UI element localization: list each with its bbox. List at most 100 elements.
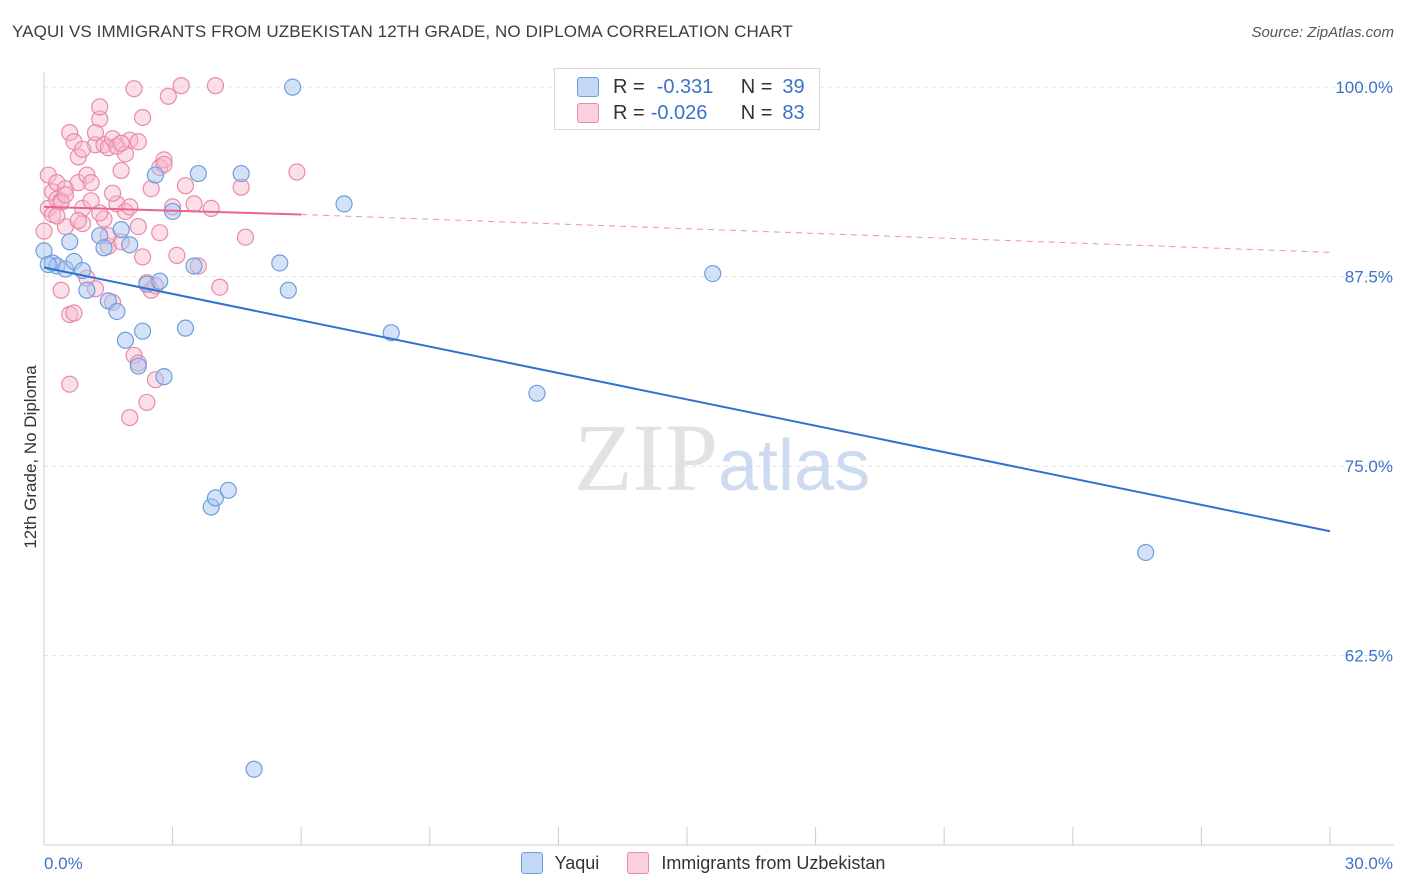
x-tick-label: 30.0% bbox=[1345, 854, 1393, 873]
data-point-uzbekistan bbox=[65, 304, 83, 322]
legend-n-value: 83 bbox=[782, 101, 805, 124]
data-point-uzbekistan bbox=[151, 224, 169, 242]
legend-item-yaqui[interactable]: Yaqui bbox=[520, 852, 600, 874]
data-point-yaqui bbox=[185, 257, 203, 275]
legend-label-yaqui: Yaqui bbox=[554, 852, 600, 873]
stats-legend: R = -0.331 N = 39 R = -0.026 N = 83 bbox=[554, 68, 820, 130]
data-point-uzbekistan bbox=[288, 163, 306, 181]
data-point-uzbekistan bbox=[138, 393, 156, 412]
data-point-uzbekistan bbox=[99, 139, 117, 157]
data-point-uzbekistan bbox=[103, 184, 122, 202]
legend-r-value: -0.331 bbox=[656, 75, 714, 98]
data-point-yaqui bbox=[284, 78, 302, 96]
data-point-yaqui bbox=[271, 254, 289, 272]
data-point-uzbekistan bbox=[91, 204, 109, 222]
data-point-yaqui bbox=[219, 481, 237, 499]
data-point-yaqui bbox=[112, 221, 130, 239]
data-point-yaqui bbox=[146, 166, 165, 184]
data-point-uzbekistan bbox=[112, 134, 130, 152]
legend-swatch-yaqui bbox=[520, 852, 543, 874]
data-point-uzbekistan bbox=[155, 151, 173, 169]
data-point-uzbekistan bbox=[168, 246, 186, 264]
data-point-yaqui bbox=[116, 331, 135, 349]
y-tick-label: 87.5% bbox=[1345, 268, 1393, 287]
series-legend: Yaqui Immigrants from Uzbekistan bbox=[0, 852, 1406, 874]
data-point-yaqui bbox=[206, 489, 225, 507]
data-point-uzbekistan bbox=[121, 408, 139, 427]
data-point-yaqui bbox=[382, 324, 400, 342]
legend-row-yaqui: R = -0.331 N = 39 bbox=[577, 75, 805, 99]
data-point-uzbekistan bbox=[48, 174, 66, 192]
data-point-yaqui bbox=[279, 281, 297, 299]
data-point-yaqui bbox=[176, 319, 195, 337]
data-point-uzbekistan bbox=[172, 77, 190, 95]
data-point-uzbekistan bbox=[69, 211, 87, 230]
legend-n-label: N = bbox=[740, 75, 773, 98]
data-point-yaqui bbox=[155, 368, 173, 386]
legend-swatch-uzbekistan bbox=[627, 852, 650, 874]
data-point-uzbekistan bbox=[116, 145, 135, 163]
data-point-uzbekistan bbox=[133, 108, 152, 127]
data-point-uzbekistan bbox=[133, 248, 152, 266]
data-point-uzbekistan bbox=[185, 195, 203, 213]
data-point-yaqui bbox=[133, 322, 152, 340]
data-point-yaqui bbox=[61, 233, 79, 251]
data-point-yaqui bbox=[78, 281, 96, 299]
data-point-uzbekistan bbox=[121, 198, 139, 216]
data-point-yaqui bbox=[189, 164, 207, 183]
data-point-uzbekistan bbox=[112, 161, 130, 180]
data-point-yaqui bbox=[108, 302, 126, 321]
data-point-uzbekistan bbox=[61, 375, 79, 393]
legend-r-label: R = bbox=[613, 75, 645, 98]
data-point-yaqui bbox=[704, 264, 722, 283]
data-point-uzbekistan bbox=[73, 140, 92, 158]
legend-n-value: 39 bbox=[782, 75, 805, 98]
data-point-yaqui bbox=[95, 239, 113, 257]
y-tick-label: 100.0% bbox=[1335, 78, 1393, 97]
data-point-yaqui bbox=[335, 195, 353, 213]
data-point-uzbekistan bbox=[91, 98, 109, 116]
data-point-yaqui bbox=[528, 384, 546, 402]
legend-label-uzbekistan: Immigrants from Uzbekistan bbox=[661, 852, 886, 873]
data-point-uzbekistan bbox=[35, 222, 53, 240]
x-tick-label: 0.0% bbox=[44, 854, 83, 873]
chart-source: Source: ZipAtlas.com bbox=[1251, 24, 1394, 41]
data-point-yaqui bbox=[1137, 543, 1155, 562]
trendline-uzbekistan-extension bbox=[301, 213, 1331, 253]
legend-swatch-yaqui bbox=[577, 77, 599, 97]
legend-n-label: N = bbox=[740, 101, 773, 124]
watermark-zip: ZIP bbox=[574, 404, 718, 511]
data-point-uzbekistan bbox=[236, 228, 255, 246]
data-point-uzbekistan bbox=[159, 87, 177, 105]
data-point-uzbekistan bbox=[125, 80, 143, 98]
data-point-yaqui bbox=[129, 357, 147, 375]
legend-swatch-uzbekistan bbox=[577, 103, 599, 123]
trendline-uzbekistan bbox=[43, 205, 302, 216]
data-point-uzbekistan bbox=[61, 124, 79, 142]
data-point-yaqui bbox=[151, 272, 169, 290]
data-point-uzbekistan bbox=[129, 133, 147, 151]
data-point-yaqui bbox=[232, 164, 250, 183]
data-point-uzbekistan bbox=[91, 110, 109, 128]
y-tick-label: 75.0% bbox=[1345, 457, 1393, 476]
legend-r-label: R = bbox=[613, 101, 645, 124]
data-point-uzbekistan bbox=[52, 281, 70, 299]
data-point-uzbekistan bbox=[176, 177, 195, 195]
watermark-atlas: atlas bbox=[718, 426, 870, 506]
data-point-yaqui bbox=[245, 760, 263, 778]
legend-item-uzbekistan[interactable]: Immigrants from Uzbekistan bbox=[627, 852, 885, 874]
data-point-uzbekistan bbox=[56, 186, 75, 204]
data-point-uzbekistan bbox=[129, 218, 147, 236]
data-point-uzbekistan bbox=[211, 278, 229, 296]
chart-title: YAQUI VS IMMIGRANTS FROM UZBEKISTAN 12TH… bbox=[12, 22, 793, 41]
data-point-uzbekistan bbox=[48, 207, 66, 225]
y-axis-label: 12th Grade, No Diploma bbox=[21, 365, 40, 549]
data-point-uzbekistan bbox=[82, 174, 100, 192]
data-point-uzbekistan bbox=[86, 124, 105, 142]
data-point-yaqui bbox=[121, 236, 139, 254]
data-point-uzbekistan bbox=[206, 77, 225, 95]
y-tick-label: 62.5% bbox=[1345, 647, 1393, 666]
trendline-yaqui bbox=[43, 266, 1331, 533]
legend-r-value: -0.026 bbox=[650, 101, 708, 124]
